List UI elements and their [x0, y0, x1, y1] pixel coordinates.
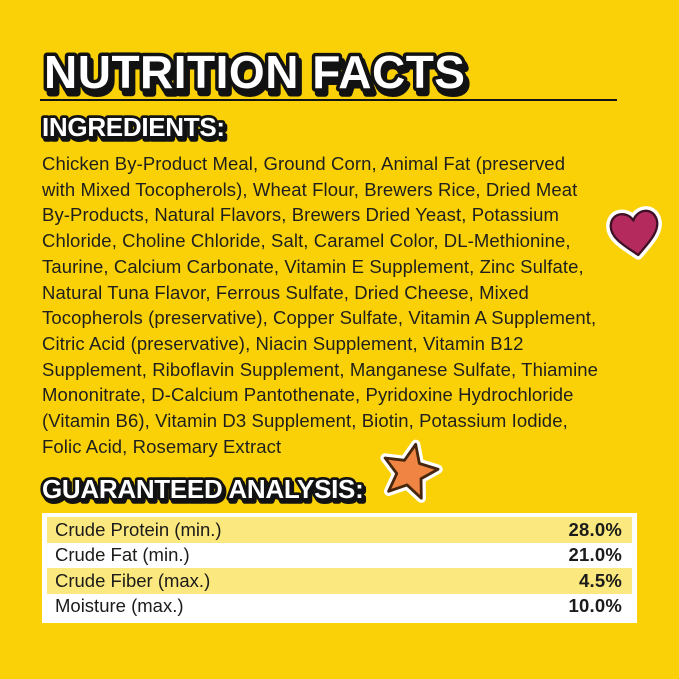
ingredients-line: Natural Tuna Flavor, Ferrous Sulfate, Dr… [42, 281, 529, 303]
svg-text:NUTRITION FACTS: NUTRITION FACTS [44, 46, 465, 98]
ingredients-heading: INGREDIENTS: INGREDIENTS: [39, 109, 230, 148]
row-label: Crude Protein (min.) [55, 518, 222, 540]
svg-text:INGREDIENTS:: INGREDIENTS: [44, 115, 227, 145]
ingredients-text: Chicken By-Product Meal, Ground Corn, An… [42, 151, 648, 459]
row-label: Moisture (max.) [55, 595, 184, 617]
row-value: 4.5% [579, 569, 622, 591]
table-row: Crude Protein (min.) 28.0% [47, 517, 632, 543]
table-row: Moisture (max.) 10.0% [47, 594, 632, 620]
ingredients-line: Taurine, Calcium Carbonate, Vitamin E Su… [42, 255, 584, 277]
row-label: Crude Fiber (max.) [55, 569, 211, 591]
row-label: Crude Fat (min.) [55, 544, 190, 566]
heart-icon [606, 206, 662, 260]
row-value: 10.0% [568, 595, 622, 617]
ingredients-line: Chloride, Choline Chloride, Salt, Carame… [42, 230, 571, 252]
guaranteed-analysis-heading: GUARANTEED ANALYSIS: GUARANTEED ANALYSIS… [39, 471, 368, 510]
svg-text:INGREDIENTS:: INGREDIENTS: [42, 112, 225, 142]
ingredients-line: Tocopherols (preservative), Copper Sulfa… [42, 307, 597, 329]
ingredients-line: with Mixed Tocopherols), Wheat Flour, Br… [42, 178, 578, 200]
table-row: Crude Fat (min.) 21.0% [47, 543, 632, 569]
svg-text:GUARANTEED ANALYSIS:: GUARANTEED ANALYSIS: [44, 477, 365, 507]
table-row: Crude Fiber (max.) 4.5% [47, 568, 632, 594]
guaranteed-analysis-table: Crude Protein (min.) 28.0% Crude Fat (mi… [42, 513, 637, 623]
ingredients-line: Supplement, Riboflavin Supplement, Manga… [42, 358, 599, 380]
star-icon [380, 439, 443, 503]
svg-text:NUTRITION FACTS: NUTRITION FACTS [47, 51, 468, 103]
ingredients-line: Folic Acid, Rosemary Extract [42, 435, 282, 457]
ingredients-line: Citric Acid (preservative), Niacin Suppl… [42, 332, 524, 354]
ingredients-line: Chicken By-Product Meal, Ground Corn, An… [42, 153, 566, 174]
row-value: 21.0% [568, 544, 622, 566]
row-value: 28.0% [568, 518, 622, 540]
page-title: NUTRITION FACTS NUTRITION FACTS [41, 43, 472, 107]
title-divider [40, 99, 617, 101]
ingredients-line: (Vitamin B6), Vitamin D3 Supplement, Bio… [42, 410, 568, 432]
svg-text:GUARANTEED ANALYSIS:: GUARANTEED ANALYSIS: [42, 474, 363, 504]
ingredients-line: Mononitrate, D-Calcium Pantothenate, Pyr… [42, 384, 574, 406]
ingredients-line: By-Products, Natural Flavors, Brewers Dr… [42, 204, 559, 226]
